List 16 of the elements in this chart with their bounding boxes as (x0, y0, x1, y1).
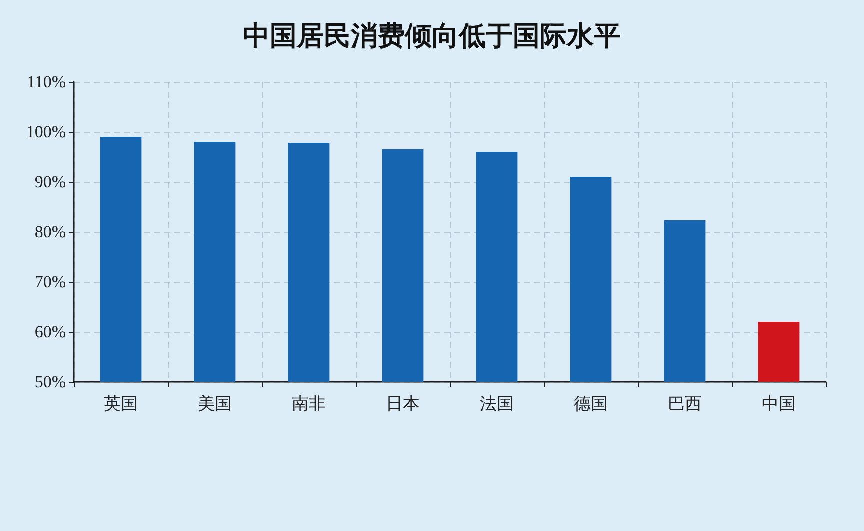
y-tick-label: 60% (34, 322, 66, 342)
y-tick-label: 90% (34, 172, 66, 192)
x-tick-label: 中国 (762, 394, 796, 414)
x-tick-label: 德国 (574, 394, 608, 414)
x-tick-label: 南非 (292, 394, 326, 414)
x-tick-label: 法国 (480, 394, 514, 414)
x-tick-label: 巴西 (668, 394, 702, 414)
y-tick-label: 100% (26, 122, 66, 142)
y-tick-label: 80% (34, 222, 66, 242)
y-tick-label: 70% (34, 272, 66, 292)
x-tick-label: 美国 (198, 394, 232, 414)
y-tick-label: 50% (34, 372, 66, 392)
chart-title: 中国居民消费倾向低于国际水平 (243, 21, 621, 52)
x-tick-label: 英国 (104, 394, 138, 414)
y-tick-label: 110% (26, 72, 66, 92)
x-tick-label: 日本 (386, 394, 420, 414)
